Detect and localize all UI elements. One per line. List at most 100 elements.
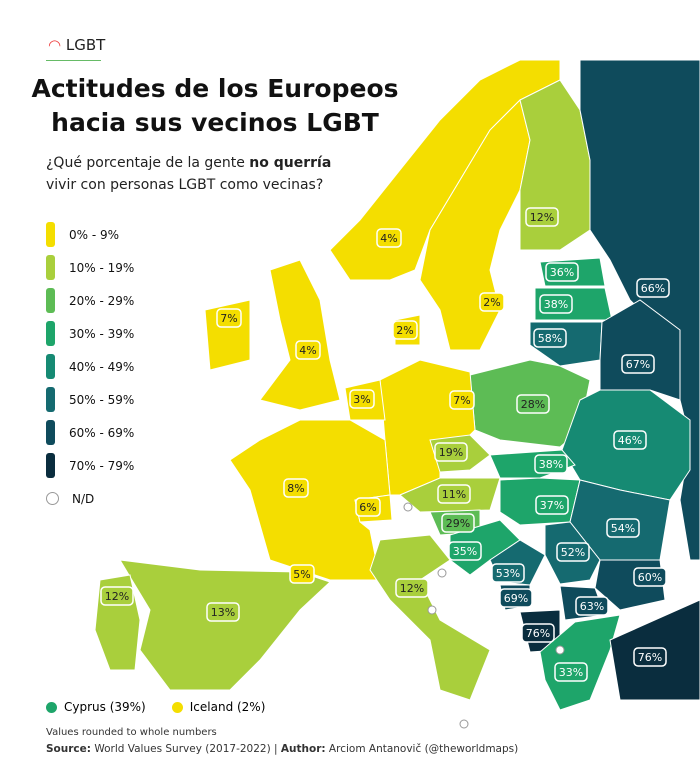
subtitle: ¿Qué porcentaje de la gente no querría vi… bbox=[46, 152, 331, 196]
region-value: 76% bbox=[526, 627, 550, 640]
label-badge bbox=[636, 278, 670, 298]
label-badge bbox=[533, 328, 567, 348]
label-badge bbox=[395, 578, 429, 598]
nd-marker bbox=[427, 605, 437, 615]
region-label: 2% bbox=[392, 320, 418, 340]
legend-swatch bbox=[46, 387, 55, 412]
region-label: 35% bbox=[448, 541, 482, 561]
label-badge bbox=[437, 484, 471, 504]
country bbox=[379, 359, 476, 496]
label-badge bbox=[633, 567, 667, 587]
legend-label: N/D bbox=[72, 491, 95, 506]
region-value: 33% bbox=[559, 666, 583, 679]
legend-item: 10% - 19% bbox=[46, 251, 134, 284]
region-value: 46% bbox=[618, 434, 642, 447]
region-label: 7% bbox=[449, 390, 475, 410]
region-value: 67% bbox=[626, 358, 650, 371]
author: Arciom Antanovič (@theworldmaps) bbox=[325, 743, 519, 755]
region-label: 13% bbox=[206, 602, 240, 622]
region-label: 6% bbox=[355, 497, 381, 517]
legend-label: 10% - 19% bbox=[69, 260, 135, 275]
label-badge bbox=[206, 602, 240, 622]
legend-item: 70% - 79% bbox=[46, 449, 134, 482]
legend-swatch bbox=[46, 255, 55, 280]
title-line: hacia sus vecinos LGBT bbox=[51, 108, 379, 137]
legend-swatch bbox=[46, 420, 55, 445]
region-label: 12% bbox=[525, 207, 559, 227]
legend-item: 50% - 59% bbox=[46, 383, 134, 416]
label-badge bbox=[535, 495, 569, 515]
region-value: 66% bbox=[641, 282, 665, 295]
region-label: 3% bbox=[349, 389, 375, 409]
label-badge bbox=[216, 308, 242, 328]
label-badge bbox=[534, 454, 568, 474]
label-badge bbox=[554, 662, 588, 682]
divider bbox=[46, 60, 101, 61]
region-value: 4% bbox=[299, 344, 316, 357]
region-value: 38% bbox=[539, 458, 563, 471]
label-badge bbox=[449, 390, 475, 410]
region-value: 12% bbox=[400, 582, 424, 595]
legend-label: 60% - 69% bbox=[69, 425, 135, 440]
note: Values rounded to whole numbers bbox=[46, 727, 217, 738]
legend-nd-swatch bbox=[46, 492, 59, 505]
region-value: 76% bbox=[638, 651, 662, 664]
region-label: 4% bbox=[376, 228, 402, 248]
region-value: 58% bbox=[538, 332, 562, 345]
label-badge bbox=[283, 478, 309, 498]
label-badge bbox=[525, 207, 559, 227]
author-label: Author: bbox=[280, 743, 326, 755]
nd-marker bbox=[555, 645, 565, 655]
region-label: 2% bbox=[479, 292, 505, 312]
region-value: 6% bbox=[359, 501, 376, 514]
inset-dot bbox=[46, 701, 57, 713]
legend-item: 20% - 29% bbox=[46, 284, 134, 317]
region-label: 4% bbox=[295, 340, 321, 360]
label-badge bbox=[434, 442, 468, 462]
region-label: 63% bbox=[575, 596, 609, 616]
region-value: 7% bbox=[220, 312, 237, 325]
label-badge bbox=[392, 320, 418, 340]
region-value: 63% bbox=[580, 600, 604, 613]
legend: 0% - 9% 10% - 19% 20% - 29% 30% - 39% 40% - … bbox=[46, 218, 134, 515]
region-label: 7% bbox=[216, 308, 242, 328]
region-label: 12% bbox=[395, 578, 429, 598]
region-label: 12% bbox=[100, 586, 134, 606]
region-value: 4% bbox=[380, 232, 397, 245]
region-value: 28% bbox=[521, 398, 545, 411]
country bbox=[369, 534, 491, 701]
region-label: 11% bbox=[437, 484, 471, 504]
region-value: 69% bbox=[504, 592, 528, 605]
legend-label: 30% - 39% bbox=[69, 326, 135, 341]
region-label: 29% bbox=[441, 513, 475, 533]
region-label: 76% bbox=[521, 623, 555, 643]
region-label: 69% bbox=[499, 588, 533, 608]
region-value: 11% bbox=[442, 488, 466, 501]
region-value: 19% bbox=[439, 446, 463, 459]
region-label: 33% bbox=[554, 662, 588, 682]
legend-label: 40% - 49% bbox=[69, 359, 135, 374]
label-badge bbox=[441, 513, 475, 533]
country bbox=[229, 419, 391, 581]
region-value: 8% bbox=[287, 482, 304, 495]
region-value: 53% bbox=[496, 567, 520, 580]
region-label: 5% bbox=[289, 564, 315, 584]
label-badge bbox=[479, 292, 505, 312]
label-badge bbox=[100, 586, 134, 606]
region-label: 53% bbox=[491, 563, 525, 583]
region-label: 19% bbox=[434, 442, 468, 462]
country bbox=[599, 299, 681, 401]
region-value: 54% bbox=[611, 522, 635, 535]
country bbox=[119, 559, 331, 691]
label-badge bbox=[499, 588, 533, 608]
inset-item: Cyprus (39%) bbox=[46, 700, 146, 714]
label-badge bbox=[556, 542, 590, 562]
label-badge bbox=[545, 262, 579, 282]
label-badge bbox=[376, 228, 402, 248]
region-value: 52% bbox=[561, 546, 585, 559]
region-label: 8% bbox=[283, 478, 309, 498]
region-value: 5% bbox=[293, 568, 310, 581]
legend-label: 50% - 59% bbox=[69, 392, 135, 407]
label-badge bbox=[491, 563, 525, 583]
